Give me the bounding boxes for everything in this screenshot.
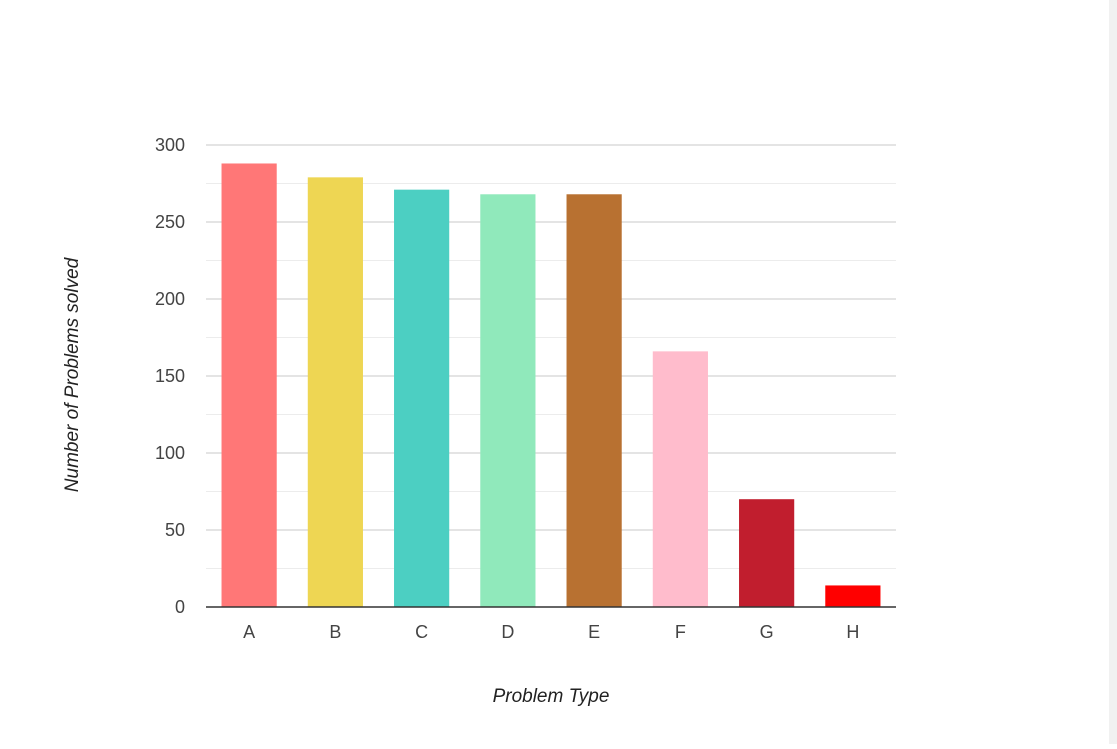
x-tick-label: C (415, 622, 428, 642)
bar-d (480, 194, 536, 607)
y-tick-label: 150 (155, 366, 185, 386)
x-tick-label: A (243, 622, 255, 642)
x-axis-title: Problem Type (493, 686, 610, 707)
x-tick-label: G (760, 622, 774, 642)
bar-h (825, 585, 881, 607)
y-axis-title: Number of Problems solved (62, 256, 83, 492)
y-tick-label: 300 (155, 135, 185, 155)
bar-b (307, 177, 363, 607)
y-tick-label: 0 (175, 597, 185, 617)
axes: 0 50 100 150 200 250 300 A B C D E F G H (155, 135, 896, 642)
scrollbar-track[interactable] (1109, 0, 1117, 744)
bar-e (566, 194, 622, 607)
bar-f (652, 351, 708, 607)
y-tick-label: 250 (155, 212, 185, 232)
x-tick-label: B (329, 622, 341, 642)
y-tick-label: 50 (165, 520, 185, 540)
bars (221, 163, 881, 608)
x-tick-label: E (588, 622, 600, 642)
bar-c (394, 189, 450, 607)
x-tick-label: D (501, 622, 514, 642)
bar-g (739, 499, 795, 607)
x-tick-label: F (675, 622, 686, 642)
y-tick-label: 200 (155, 289, 185, 309)
x-tick-label: H (846, 622, 859, 642)
bar-a (221, 163, 277, 608)
y-tick-label: 100 (155, 443, 185, 463)
